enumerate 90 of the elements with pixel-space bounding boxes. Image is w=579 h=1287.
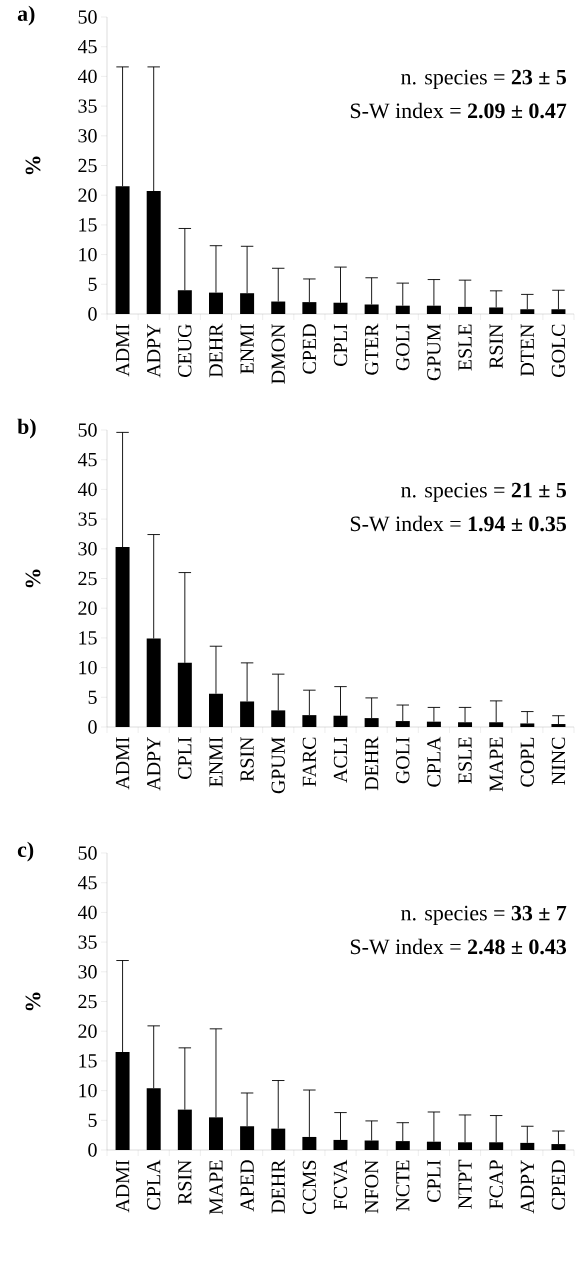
chart-title: c) [17,841,34,862]
x-tick-label: GOLC [551,324,566,377]
y-axis-title: % [25,992,41,1011]
x-tick-label: NFON [364,1160,379,1214]
y-tick-label: 20 [78,188,97,202]
x-tick-label: CPED [551,1160,566,1210]
y-tick-label: 15 [79,631,97,645]
x-tick-label: CEUG [178,324,192,377]
y-tick-label: 0 [88,307,97,321]
x-tick-label: ENMI [240,324,254,374]
y-tick-label: 45 [77,453,97,467]
y-tick-label: 5 [88,690,97,704]
x-tick-label: GTER [364,323,379,375]
y-tick-label: 25 [78,571,97,586]
y-tick-label: 40 [77,905,97,920]
x-tick-label: ESLE [458,324,472,371]
x-tick-label: NINC [551,737,566,785]
y-tick-label: 35 [78,99,97,113]
x-tick-label: COPL [520,737,534,787]
x-tick-label: CPLA [427,736,441,787]
y-tick-label: 20 [78,1024,97,1038]
x-tick-label: ADMI [115,1160,130,1213]
x-tick-label: CCMS [302,1160,317,1215]
y-tick-label: 30 [78,965,97,979]
x-tick-label: CPLI [427,1160,441,1202]
x-tick-label: ADMI [115,324,130,377]
x-tick-label: GOLI [396,737,410,784]
y-tick-label: 5 [88,277,97,291]
x-tick-label: ENMI [209,737,223,787]
x-tick-label: CPLI [333,324,348,366]
y-tick-label: 40 [77,69,97,84]
y-tick-label: 45 [77,40,97,54]
x-tick-label: ADMI [115,737,130,790]
x-tick-label: ADPY [520,1160,534,1214]
annotation: S-W index = 2.48 ± 0.43 [350,938,567,955]
y-tick-label: 30 [78,542,97,556]
x-tick-label: NCTE [396,1160,410,1211]
y-tick-label: 15 [79,1054,97,1068]
y-tick-label: 35 [78,935,97,949]
x-tick-label: FARC [302,737,317,787]
x-tick-label: ACLI [333,737,348,783]
x-tick-label: CPED [302,324,317,374]
x-tick-label: FCAP [489,1160,503,1209]
y-tick-label: 20 [78,601,97,615]
y-tick-label: 0 [88,720,97,734]
x-tick-label: ADPY [147,737,161,791]
y-tick-label: 50 [78,10,97,24]
x-tick-label: ADPY [147,324,161,378]
x-tick-label: FCVA [333,1159,348,1210]
y-tick-label: 40 [77,482,97,497]
y-tick-label: 45 [77,876,97,890]
y-tick-label: 10 [79,660,97,675]
x-tick-label: APED [240,1160,254,1212]
y-tick-label: 30 [78,129,97,143]
x-tick-label: NTPT [458,1159,472,1209]
y-tick-label: 5 [88,1113,97,1127]
chart-title: a) [17,5,35,26]
y-tick-label: 35 [78,512,97,526]
annotation: S-W index = 1.94 ± 0.35 [350,515,566,532]
y-tick-label: 50 [78,846,97,860]
annotation: n. species = 33 ± 7 [401,905,567,925]
x-tick-label: RSIN [240,736,254,782]
x-tick-label: DTEN [520,323,534,377]
x-tick-label: DEHR [365,736,379,791]
y-tick-label: 10 [79,1083,97,1098]
x-tick-label: DEHR [209,323,223,378]
annotation: S-W index = 2.09 ± 0.47 [350,102,567,119]
chart-title: b) [17,418,36,439]
x-tick-label: RSIN [178,1159,192,1205]
y-axis-title: % [25,156,41,175]
y-tick-label: 25 [78,158,97,173]
x-tick-label: DMON [271,323,285,384]
y-tick-label: 0 [88,1143,97,1157]
y-tick-label: 10 [79,247,97,262]
x-tick-label: CPLI [178,737,192,779]
annotation: n. species = 21 ± 5 [401,482,566,502]
x-tick-label: ESLE [458,737,472,784]
y-tick-label: 50 [78,423,97,437]
x-tick-label: GPUM [427,324,441,381]
annotation: n. species = 23 ± 5 [401,69,566,89]
x-tick-label: DEHR [271,1159,285,1214]
x-tick-label: MAPE [489,737,503,792]
y-axis-title: % [25,569,41,588]
y-tick-label: 25 [78,994,97,1009]
x-tick-label: GOLI [396,324,410,371]
x-tick-label: CPLA [147,1159,161,1210]
x-tick-label: GPUM [271,737,285,794]
x-tick-label: MAPE [209,1160,223,1215]
y-tick-label: 15 [79,218,97,232]
x-tick-label: RSIN [489,323,503,369]
